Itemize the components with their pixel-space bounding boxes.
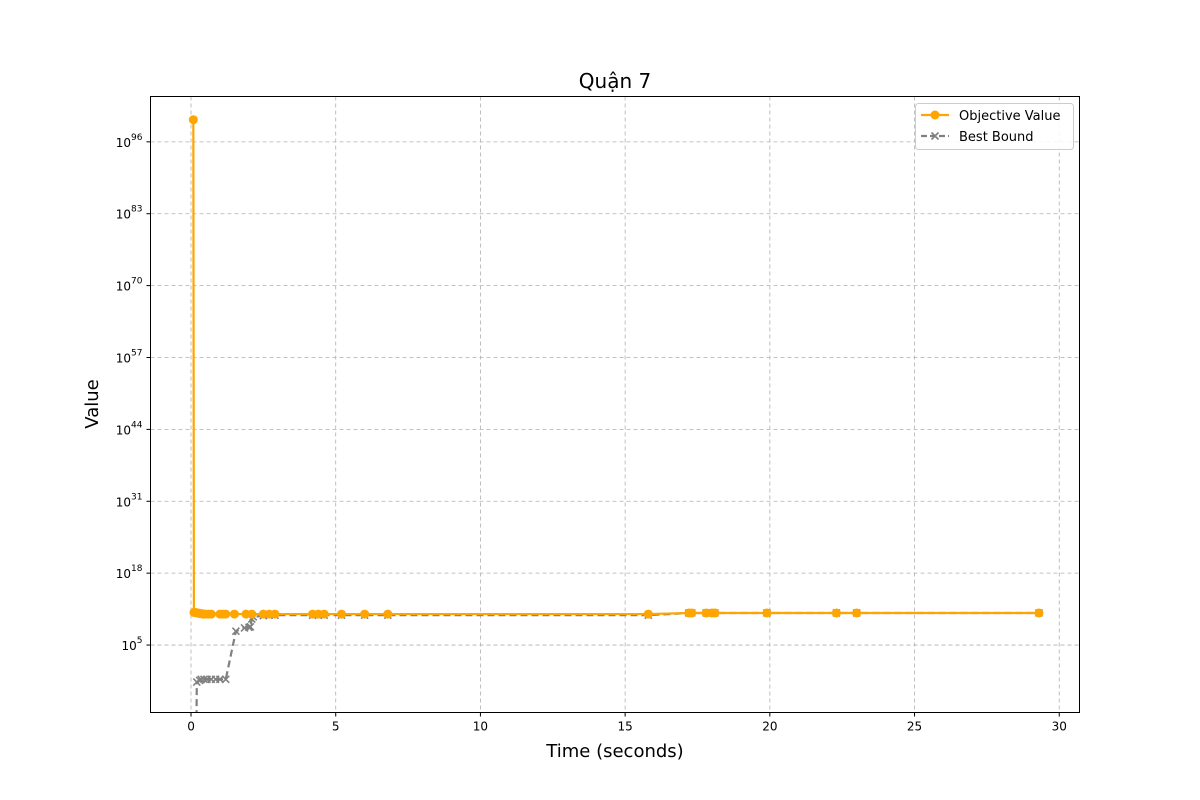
x-axis: 0 5 10 15 20 25 30: [187, 712, 1067, 734]
x-axis-title: Time (seconds): [545, 741, 683, 762]
x-tick-label: 25: [907, 720, 922, 734]
x-tick-label: 0: [187, 720, 195, 734]
y-tick-label: 1018: [116, 564, 143, 581]
data-point: [643, 609, 653, 619]
y-axis-title: Value: [82, 379, 103, 428]
legend: Objective Value Best Bound: [915, 103, 1074, 150]
data-point: [221, 609, 231, 619]
data-point: [193, 747, 200, 754]
data-point: [319, 609, 329, 619]
series-line: [192, 119, 1039, 616]
x-tick-label: 30: [1052, 720, 1067, 734]
data-point: [221, 675, 230, 684]
y-tick-label: 1096: [116, 133, 143, 150]
data-point: [337, 609, 347, 619]
x-tick-label: 10: [473, 720, 488, 734]
legend-marker: [930, 131, 940, 141]
data-point: [199, 675, 209, 684]
data-point: [762, 608, 772, 618]
plot-frame: [150, 96, 1080, 713]
x-tick-label: 20: [762, 720, 777, 734]
y-tick-label: 1070: [116, 277, 143, 294]
y-tick-label: 1031: [116, 492, 143, 509]
legend-label: Best Bound: [959, 130, 1034, 145]
legend-label: Objective Value: [959, 109, 1060, 124]
data-point: [852, 608, 862, 618]
data-point: [188, 115, 198, 125]
data-point: [687, 608, 697, 618]
y-axis: 105 1018 1031 1044 1057 1070 1083 1096: [116, 133, 151, 653]
data-point: [1034, 608, 1044, 618]
legend-marker: [930, 110, 940, 120]
grid: [150, 96, 1080, 713]
data-point: [206, 609, 216, 619]
x-tick-label: 5: [332, 720, 340, 734]
data-point: [383, 609, 393, 619]
legend-box: [915, 103, 1074, 150]
data-point: [231, 627, 240, 636]
y-tick-label: 1044: [116, 420, 143, 437]
x-tick-label: 15: [617, 720, 632, 734]
objective-value-series: [188, 115, 1044, 619]
y-tick-label: 1083: [116, 205, 143, 222]
data-point: [246, 622, 255, 631]
data-point: [360, 609, 370, 619]
series-layer: [188, 115, 1044, 754]
data-point: [831, 608, 841, 618]
data-point: [247, 609, 257, 619]
data-point: [229, 609, 239, 619]
data-point: [270, 609, 280, 619]
data-point: [710, 608, 720, 618]
y-tick-label: 1057: [116, 348, 143, 365]
y-tick-label: 105: [121, 636, 142, 653]
chart-title: Quận 7: [579, 69, 651, 93]
